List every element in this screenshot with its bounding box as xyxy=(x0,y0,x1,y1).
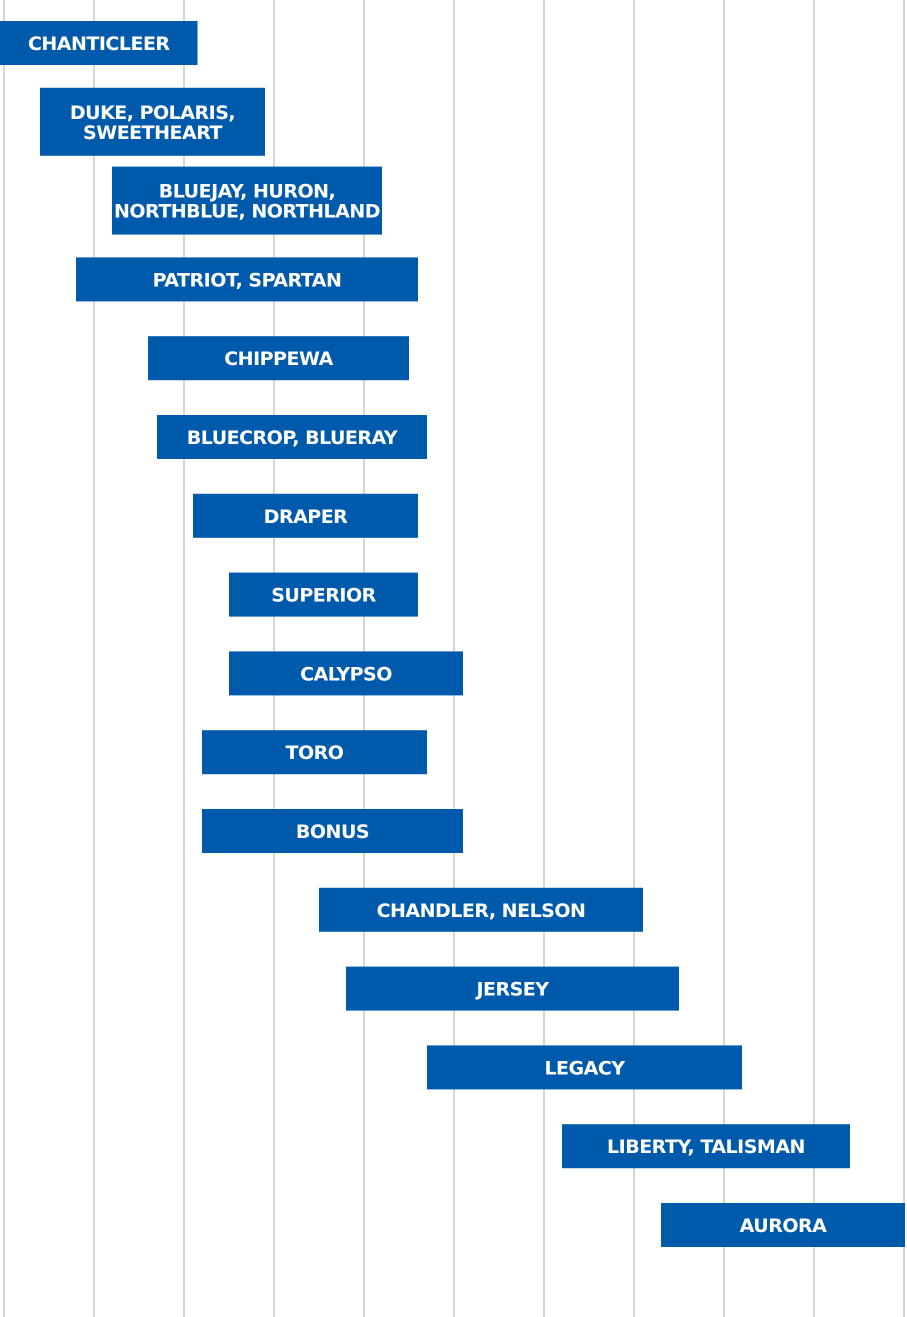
bar xyxy=(319,887,643,932)
bar-group: DUKE, POLARIS,SWEETHEART xyxy=(40,87,265,156)
bar-label: TORO xyxy=(286,742,344,764)
bar xyxy=(661,1203,905,1247)
bar-group: CHANTICLEER xyxy=(0,21,198,65)
bar-label: SWEETHEART xyxy=(83,122,222,144)
bar-label: BLUECROP, BLUERAY xyxy=(187,427,398,449)
bar-group: PATRIOT, SPARTAN xyxy=(76,257,418,302)
bar-group: SUPERIOR xyxy=(229,572,418,617)
bar-label: SUPERIOR xyxy=(271,585,376,607)
bar-group: CHIPPEWA xyxy=(148,336,409,381)
bar xyxy=(229,572,418,617)
bar-label: NORTHBLUE, NORTHLAND xyxy=(114,201,380,223)
bars: CHANTICLEER DUKE, POLARIS,SWEETHEART BLUEJ… xyxy=(0,21,905,1247)
bar xyxy=(427,1045,742,1090)
bar-group: AURORA xyxy=(661,1203,905,1247)
bar-label: JERSEY xyxy=(474,979,549,1001)
bar xyxy=(229,651,463,696)
bar xyxy=(157,415,427,459)
bar xyxy=(193,493,418,538)
bar xyxy=(76,257,418,302)
bar-label: DUKE, POLARIS, xyxy=(70,102,235,124)
bar-group: JERSEY xyxy=(346,966,679,1011)
bar-label: AURORA xyxy=(740,1215,827,1237)
bar-group: CHANDLER, NELSON xyxy=(319,887,643,932)
bar-label: LIBERTY, TALISMAN xyxy=(607,1136,805,1158)
bar-label: BONUS xyxy=(296,821,369,843)
bar-label: CALYPSO xyxy=(300,663,392,685)
bar xyxy=(346,966,679,1011)
bar-group: DRAPER xyxy=(193,493,418,538)
bar-group: BONUS xyxy=(202,809,463,853)
bar-label: BLUEJAY, HURON, xyxy=(159,181,335,203)
bar-label: CHANDLER, NELSON xyxy=(377,900,586,922)
bar xyxy=(202,809,463,853)
bar-label: LEGACY xyxy=(544,1057,625,1079)
bar-group: LEGACY xyxy=(427,1045,742,1090)
bar-label: DRAPER xyxy=(264,506,349,528)
bar xyxy=(112,166,382,235)
bar-group: LIBERTY, TALISMAN xyxy=(562,1124,850,1169)
bar xyxy=(562,1124,850,1169)
bar-group: BLUECROP, BLUERAY xyxy=(157,415,427,459)
bar-group: CALYPSO xyxy=(229,651,463,696)
bar xyxy=(0,21,198,65)
bar-label: CHIPPEWA xyxy=(224,348,333,370)
bar xyxy=(148,336,409,381)
bar-label: CHANTICLEER xyxy=(28,33,170,55)
bar-group: BLUEJAY, HURON,NORTHBLUE, NORTHLAND xyxy=(112,166,382,235)
bar xyxy=(40,87,265,156)
bar xyxy=(202,730,427,775)
bar-label: PATRIOT, SPARTAN xyxy=(153,269,342,291)
bar-group: TORO xyxy=(202,730,427,775)
